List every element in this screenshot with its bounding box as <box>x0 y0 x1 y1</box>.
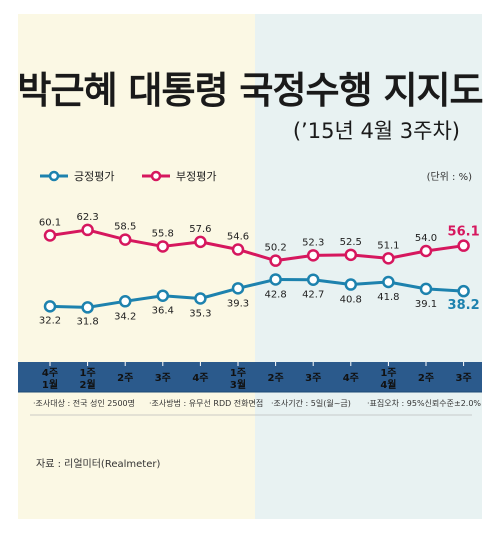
x-tick-label: 3주 <box>155 372 171 384</box>
x-tick-label: 1주 <box>230 367 246 379</box>
data-label: 31.8 <box>76 316 98 327</box>
x-tick-label: 2주 <box>418 372 434 384</box>
x-axis-band <box>18 362 482 392</box>
footnote: ·조사기간 : 5일(월~금) <box>271 399 351 408</box>
source-note: 자료 : 리얼미터(Realmeter) <box>36 459 161 470</box>
legend-swatch-marker <box>48 170 60 182</box>
data-point <box>118 233 132 246</box>
legend-label: 부정평가 <box>176 170 216 183</box>
data-point <box>269 254 282 267</box>
data-label: 60.1 <box>39 218 61 229</box>
series-line <box>49 228 464 263</box>
data-point <box>194 292 207 305</box>
legend-label: 긍정평가 <box>74 170 114 183</box>
footnote: ·표집오차 : 95%신뢰수준±2.0% <box>367 399 482 408</box>
data-point <box>231 243 245 256</box>
data-label: 55.8 <box>152 228 174 239</box>
footnote: ·조사방법 : 유무선 RDD 전화면접 <box>149 399 264 408</box>
chart-title: 박근혜 대통령 국정수행 지지도 <box>17 69 483 112</box>
data-label: 39.1 <box>415 299 437 310</box>
x-tick-label: 4월 <box>380 379 396 391</box>
x-tick-label: 2주 <box>268 372 284 384</box>
data-label: 38.2 <box>448 298 480 313</box>
background-panel-left <box>18 14 255 519</box>
x-tick-label: 2월 <box>80 379 96 391</box>
data-point <box>231 282 245 295</box>
data-point <box>194 235 207 249</box>
data-label: 54.6 <box>227 231 249 242</box>
x-tick-label: 2주 <box>117 372 133 384</box>
data-point <box>118 295 132 308</box>
data-point <box>156 240 170 253</box>
data-point <box>306 273 320 286</box>
data-label: 56.1 <box>448 225 480 240</box>
data-point <box>382 252 395 265</box>
data-label: 50.2 <box>264 243 286 254</box>
x-tick-label: 1주 <box>80 367 96 379</box>
x-tick-label: 3월 <box>230 379 246 391</box>
data-label: 58.5 <box>114 222 136 233</box>
data-point <box>81 223 94 237</box>
footnote: ·조사대상 : 전국 성인 2500명 <box>33 399 136 408</box>
data-point <box>457 284 470 298</box>
data-point <box>306 249 320 262</box>
data-label: 32.2 <box>39 315 61 326</box>
x-tick-label: 4주 <box>42 367 58 379</box>
data-point <box>269 273 282 286</box>
x-tick-label: 3주 <box>456 372 472 384</box>
data-point <box>344 278 358 291</box>
x-tick-label: 4주 <box>343 372 359 384</box>
data-point <box>156 289 170 302</box>
data-label: 57.6 <box>189 224 211 235</box>
data-label: 41.8 <box>377 292 399 303</box>
data-point <box>419 244 433 258</box>
x-tick-label: 1주 <box>380 367 396 379</box>
data-point <box>43 229 57 242</box>
data-point <box>457 239 470 252</box>
data-point <box>382 275 395 289</box>
data-label: 54.0 <box>415 233 437 244</box>
unit-label: (단위 : %) <box>427 170 473 183</box>
data-label: 35.3 <box>189 309 211 320</box>
data-label: 40.8 <box>340 295 362 306</box>
data-label: 36.4 <box>152 306 174 317</box>
series-line <box>49 277 464 309</box>
data-label: 34.2 <box>114 311 136 322</box>
chart-subtitle: (’15년 4월 3주차) <box>292 119 460 143</box>
x-tick-label: 3주 <box>305 372 321 384</box>
data-point <box>419 282 433 296</box>
data-label: 52.3 <box>302 237 324 248</box>
data-label: 51.1 <box>377 240 399 251</box>
survey-footnotes: ·조사대상 : 전국 성인 2500명 ·조사방법 : 유무선 RDD 전화면접… <box>33 398 481 416</box>
data-label: 42.8 <box>264 289 286 300</box>
x-tick-label: 4주 <box>192 372 208 384</box>
data-label: 52.5 <box>340 237 362 248</box>
background-panel-right <box>255 14 482 519</box>
data-point <box>344 248 358 262</box>
data-label: 62.3 <box>76 212 98 223</box>
data-label: 39.3 <box>227 298 249 309</box>
legend-swatch-marker <box>150 170 162 182</box>
x-tick-label: 1월 <box>42 379 58 391</box>
data-point <box>81 301 94 314</box>
data-point <box>43 300 57 313</box>
data-label: 42.7 <box>302 290 324 301</box>
